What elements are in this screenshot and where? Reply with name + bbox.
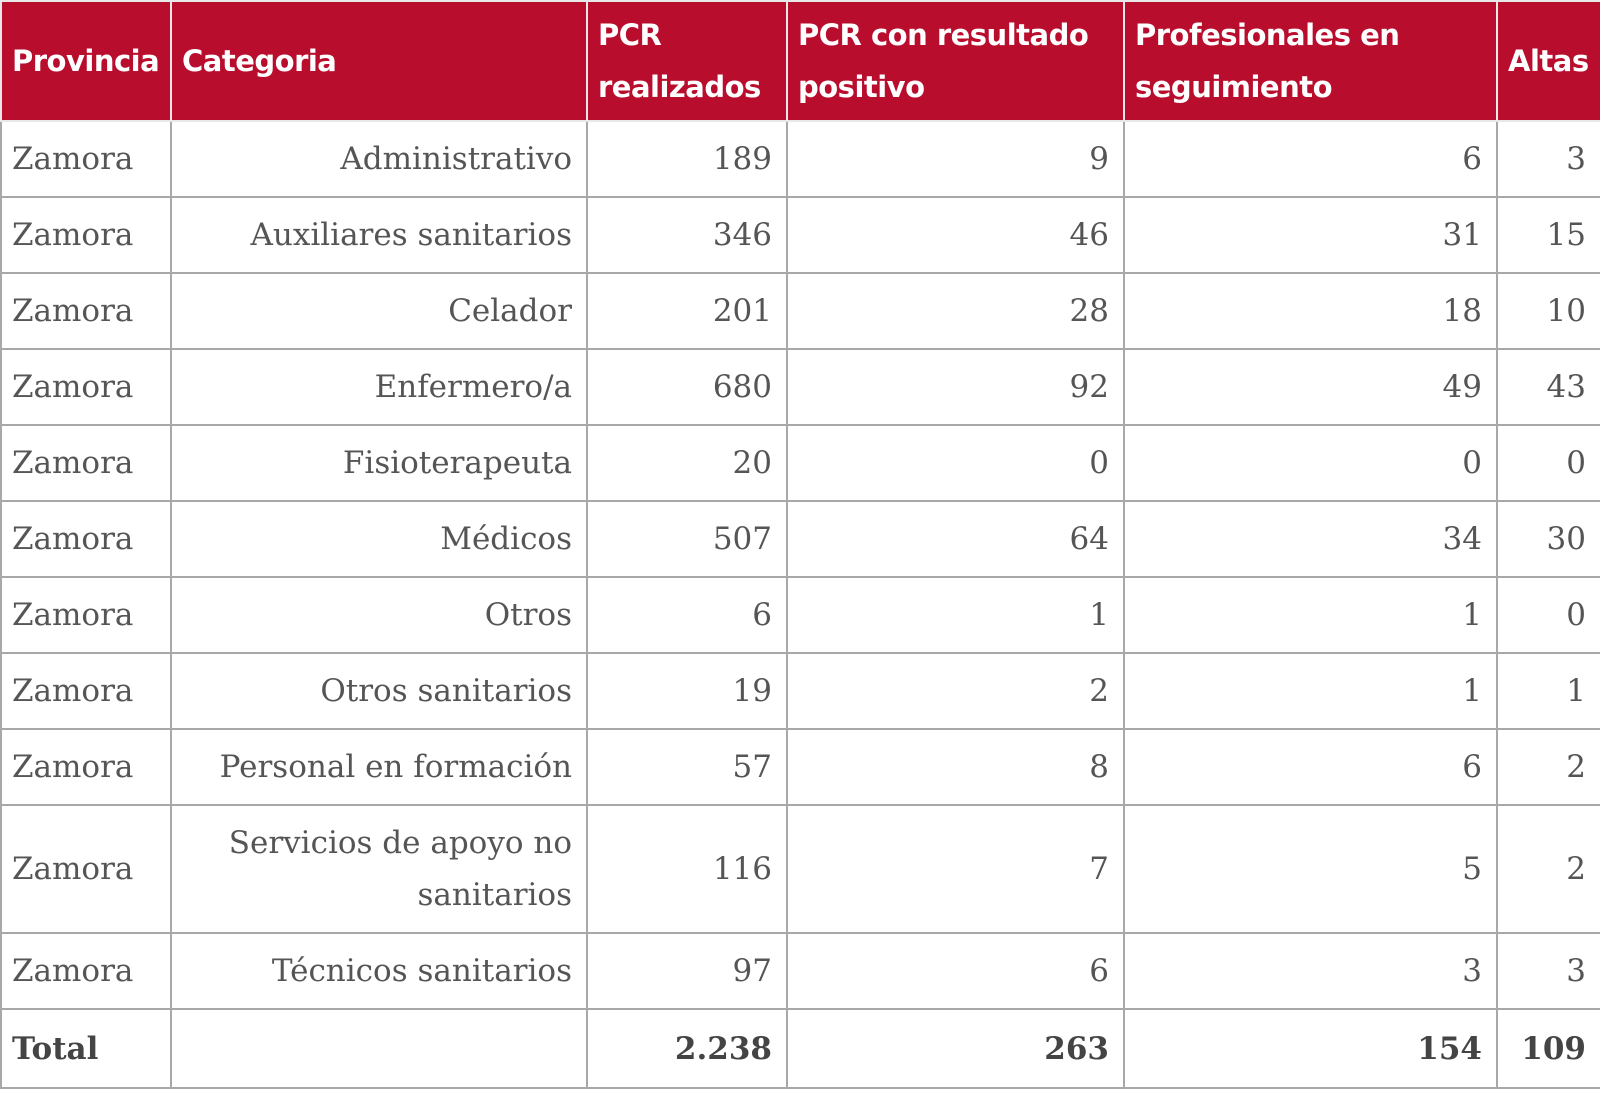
categoria-cell: Médicos [170, 500, 588, 578]
pcr-realizados-cell: 189 [586, 120, 788, 198]
total-cell: 154 [1123, 1008, 1498, 1089]
pcr-realizados-cell: 680 [586, 348, 788, 426]
provincia-cell: Zamora [0, 424, 172, 502]
table-row: Zamora Personal en formación 57 8 6 2 [0, 728, 1600, 806]
seguimiento-cell: 3 [1123, 932, 1498, 1010]
pcr-realizados-cell: 57 [586, 728, 788, 806]
pcr-realizados-cell: 19 [586, 652, 788, 730]
provincia-cell: Zamora [0, 576, 172, 654]
altas-cell: 1 [1496, 652, 1600, 730]
table-row: Zamora Auxiliares sanitarios 346 46 31 15 [0, 196, 1600, 274]
total-cell: 109 [1496, 1008, 1600, 1089]
seguimiento-cell: 1 [1123, 652, 1498, 730]
provincia-cell: Zamora [0, 120, 172, 198]
altas-cell: 2 [1496, 728, 1600, 806]
pcr-positivo-cell: 2 [786, 652, 1125, 730]
pcr-positivo-cell: 28 [786, 272, 1125, 350]
pcr-positivo-cell: 0 [786, 424, 1125, 502]
total-cell [170, 1008, 588, 1089]
categoria-cell: Servicios de apoyo no sanitarios [170, 804, 588, 934]
seguimiento-cell: 0 [1123, 424, 1498, 502]
provincia-cell: Zamora [0, 932, 172, 1010]
pcr-realizados-cell: 6 [586, 576, 788, 654]
categoria-cell: Otros [170, 576, 588, 654]
header-row: Provincia Categoria PCR realizados PCR con … [0, 0, 1600, 122]
seguimiento-cell: 5 [1123, 804, 1498, 934]
seguimiento-cell: 31 [1123, 196, 1498, 274]
total-cell: 2.238 [586, 1008, 788, 1089]
table-row: Zamora Servicios de apoyo no sanitarios 11… [0, 804, 1600, 934]
total-cell: 263 [786, 1008, 1125, 1089]
provincia-cell: Zamora [0, 728, 172, 806]
seguimiento-cell: 18 [1123, 272, 1498, 350]
pcr-positivo-cell: 8 [786, 728, 1125, 806]
provincia-cell: Zamora [0, 804, 172, 934]
altas-cell: 3 [1496, 932, 1600, 1010]
pcr-realizados-cell: 346 [586, 196, 788, 274]
seguimiento-cell: 6 [1123, 728, 1498, 806]
altas-cell: 0 [1496, 424, 1600, 502]
seguimiento-cell: 49 [1123, 348, 1498, 426]
column-header: Provincia [0, 0, 172, 122]
column-header: Categoria [170, 0, 588, 122]
provincia-cell: Zamora [0, 652, 172, 730]
categoria-cell: Otros sanitarios [170, 652, 588, 730]
column-header: Profesionales en seguimiento [1123, 0, 1498, 122]
altas-cell: 3 [1496, 120, 1600, 198]
table-row: Zamora Médicos 507 64 34 30 [0, 500, 1600, 578]
seguimiento-cell: 1 [1123, 576, 1498, 654]
seguimiento-cell: 6 [1123, 120, 1498, 198]
provincia-cell: Zamora [0, 348, 172, 426]
column-header: Altas [1496, 0, 1600, 122]
categoria-cell: Fisioterapeuta [170, 424, 588, 502]
total-row: Total 2.238 263 154 109 [0, 1008, 1600, 1089]
altas-cell: 0 [1496, 576, 1600, 654]
pcr-realizados-cell: 201 [586, 272, 788, 350]
pcr-realizados-cell: 116 [586, 804, 788, 934]
pcr-positivo-cell: 64 [786, 500, 1125, 578]
categoria-cell: Enfermero/a [170, 348, 588, 426]
categoria-cell: Técnicos sanitarios [170, 932, 588, 1010]
altas-cell: 43 [1496, 348, 1600, 426]
table-row: Zamora Técnicos sanitarios 97 6 3 3 [0, 932, 1600, 1010]
data-table: Provincia Categoria PCR realizados PCR con … [0, 0, 1600, 1089]
table-row: Zamora Otros 6 1 1 0 [0, 576, 1600, 654]
seguimiento-cell: 34 [1123, 500, 1498, 578]
categoria-cell: Administrativo [170, 120, 588, 198]
pcr-positivo-cell: 6 [786, 932, 1125, 1010]
altas-cell: 30 [1496, 500, 1600, 578]
pcr-realizados-cell: 20 [586, 424, 788, 502]
altas-cell: 2 [1496, 804, 1600, 934]
table-row: Zamora Enfermero/a 680 92 49 43 [0, 348, 1600, 426]
categoria-cell: Personal en formación [170, 728, 588, 806]
table-row: Zamora Celador 201 28 18 10 [0, 272, 1600, 350]
pcr-positivo-cell: 7 [786, 804, 1125, 934]
categoria-cell: Celador [170, 272, 588, 350]
altas-cell: 10 [1496, 272, 1600, 350]
pcr-positivo-cell: 1 [786, 576, 1125, 654]
total-cell: Total [0, 1008, 172, 1089]
categoria-cell: Auxiliares sanitarios [170, 196, 588, 274]
provincia-cell: Zamora [0, 500, 172, 578]
pcr-positivo-cell: 9 [786, 120, 1125, 198]
pcr-realizados-cell: 507 [586, 500, 788, 578]
provincia-cell: Zamora [0, 196, 172, 274]
table-row: Zamora Administrativo 189 9 6 3 [0, 120, 1600, 198]
pcr-realizados-cell: 97 [586, 932, 788, 1010]
pcr-positivo-cell: 46 [786, 196, 1125, 274]
column-header: PCR con resultado positivo [786, 0, 1125, 122]
pcr-positivo-cell: 92 [786, 348, 1125, 426]
table-row: Zamora Fisioterapeuta 20 0 0 0 [0, 424, 1600, 502]
column-header: PCR realizados [586, 0, 788, 122]
altas-cell: 15 [1496, 196, 1600, 274]
provincia-cell: Zamora [0, 272, 172, 350]
table-row: Zamora Otros sanitarios 19 2 1 1 [0, 652, 1600, 730]
